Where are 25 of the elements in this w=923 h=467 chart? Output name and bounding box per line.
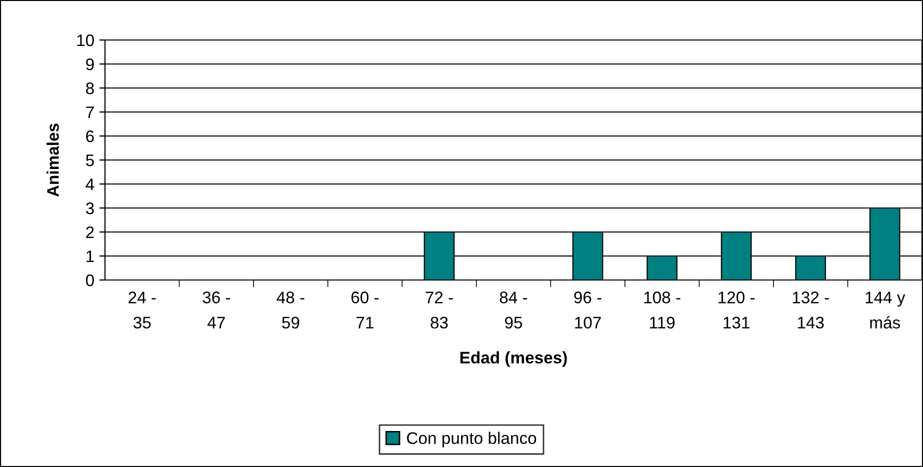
y-axis-title: Animales xyxy=(46,124,59,197)
x-tick-label: 108 - 119 xyxy=(644,292,680,329)
legend-label: Con punto blanco xyxy=(407,432,536,448)
x-tick-label: 36 - 47 xyxy=(202,292,230,328)
x-tick-label: 84 - 95 xyxy=(500,292,528,329)
x-tick-label: 144 y más xyxy=(866,292,906,329)
y-tick-label: 4 xyxy=(86,178,94,190)
y-tick-label: 1 xyxy=(86,250,94,262)
x-tick-label: 96 - 107 xyxy=(574,292,602,329)
y-tick-label: 3 xyxy=(86,202,94,214)
y-tick-label: 8 xyxy=(86,82,94,94)
x-tick-label: 24 - 35 xyxy=(128,292,156,329)
y-tick-label: 0 xyxy=(86,274,94,286)
y-tick-label: 9 xyxy=(86,58,94,70)
x-tick-label: 60 - 71 xyxy=(351,292,379,328)
x-axis-title: Edad (meses) xyxy=(460,351,567,367)
x-tick-label: 48 - 59 xyxy=(276,292,304,329)
y-tick-label: 10 xyxy=(77,34,94,46)
x-tick-label: 72 - 83 xyxy=(426,292,453,329)
x-tick-label: 132 - 143 xyxy=(792,292,829,329)
y-tick-label: 7 xyxy=(86,106,94,118)
y-tick-label: 6 xyxy=(86,130,94,142)
x-tick-label: 120 - 131 xyxy=(718,292,755,329)
y-tick-label: 2 xyxy=(86,226,94,238)
y-tick-label: 5 xyxy=(86,154,94,166)
